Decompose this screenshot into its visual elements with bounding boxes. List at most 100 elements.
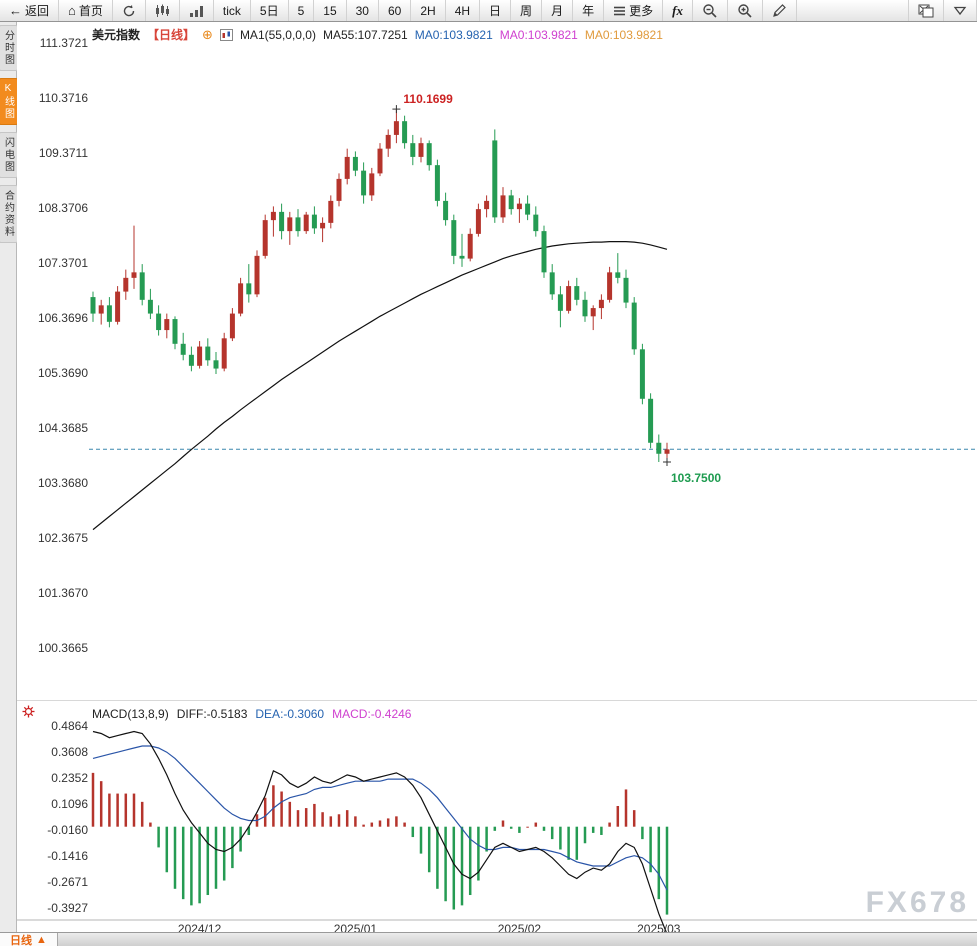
- hamburger-icon: [614, 6, 626, 15]
- period-5min[interactable]: 5: [289, 0, 315, 21]
- svg-text:111.3721: 111.3721: [40, 36, 89, 50]
- svg-text:103.3680: 103.3680: [38, 476, 88, 490]
- back-button[interactable]: ← 返回: [0, 0, 60, 21]
- kline-chart-button[interactable]: [146, 0, 180, 21]
- macd-value: MACD:-0.4246: [332, 707, 412, 721]
- svg-text:-0.2671: -0.2671: [47, 875, 88, 889]
- svg-text:109.3711: 109.3711: [39, 146, 88, 160]
- period-label: 月: [551, 4, 564, 18]
- period-year[interactable]: 年: [573, 0, 605, 21]
- pencil-icon: [773, 3, 786, 17]
- home-button[interactable]: ⌂ 首页: [59, 0, 113, 21]
- sidebar-item-lightning-chart[interactable]: 闪电图: [0, 132, 18, 178]
- svg-text:0.2352: 0.2352: [51, 771, 88, 785]
- sidebar-item-label: 闪电图: [2, 137, 14, 173]
- period-4h[interactable]: 4H: [446, 0, 481, 21]
- period-label: 年: [582, 4, 595, 18]
- period-month[interactable]: 月: [542, 0, 574, 21]
- svg-text:-0.1416: -0.1416: [47, 849, 88, 863]
- svg-text:105.3690: 105.3690: [38, 366, 88, 380]
- period-15min[interactable]: 15: [314, 0, 347, 21]
- period-label: 5: [297, 3, 305, 18]
- window-restore-button[interactable]: [908, 0, 944, 21]
- period-label: 5日: [259, 4, 279, 18]
- bottom-tab-daily[interactable]: 日线 ▲: [0, 933, 58, 947]
- back-arrow-icon: ←: [9, 3, 22, 18]
- high-annotation: 110.1699: [403, 92, 453, 106]
- window-restore-icon: [918, 4, 934, 17]
- candles-layer: [90, 109, 670, 463]
- sidebar-item-contract-info[interactable]: 合约资料: [0, 185, 18, 243]
- period-60min[interactable]: 60: [379, 0, 412, 21]
- kline-chart-icon: [155, 4, 169, 17]
- main-chart-header: 美元指数 【日线】 ⊕ MA1(55,0,0,0) MA55:107.7251 …: [92, 26, 663, 43]
- zoom-in-icon: [738, 4, 752, 18]
- svg-text:104.3685: 104.3685: [38, 421, 88, 435]
- svg-text:110.3716: 110.3716: [39, 91, 88, 105]
- svg-text:108.3706: 108.3706: [38, 201, 88, 215]
- sidebar-item-label: 合约资料: [2, 190, 14, 238]
- collapse-toolbar-button[interactable]: [944, 0, 977, 21]
- period-tick[interactable]: tick: [214, 0, 251, 21]
- main-candlestick-chart[interactable]: 111.3721 110.3716 109.3711 108.3706 107.3701…: [17, 22, 977, 700]
- period-label: 日: [489, 4, 502, 18]
- period-5day[interactable]: 5日: [251, 0, 289, 21]
- bottom-bar: 日线 ▲: [0, 932, 977, 947]
- period-day[interactable]: 日: [480, 0, 512, 21]
- period-label: 30: [355, 3, 369, 18]
- period-label: 4H: [454, 3, 471, 18]
- more-label: 更多: [629, 4, 654, 18]
- home-label: 首页: [78, 4, 103, 18]
- refresh-button[interactable]: [113, 0, 146, 21]
- toolbar: ← 返回 ⌂ 首页 tick 5日 5 15 30 60 2H 4H 日 周 月…: [0, 0, 977, 22]
- chevron-down-icon: [953, 6, 967, 16]
- period-label: 2H: [420, 3, 436, 18]
- symbol-name: 美元指数: [92, 28, 141, 42]
- home-icon: ⌂: [68, 3, 76, 18]
- period-label: 周: [520, 4, 533, 18]
- triangle-up-icon: ▲: [36, 933, 47, 946]
- indicator-add-icon[interactable]: ⊕: [202, 26, 213, 42]
- period-label: 15: [323, 3, 337, 18]
- ma0-value-blue: MA0:103.9821: [414, 27, 493, 42]
- zoom-out-button[interactable]: [693, 0, 728, 21]
- macd-histogram: [91, 772, 669, 915]
- more-button[interactable]: 更多: [604, 0, 664, 21]
- dea-line: [92, 745, 668, 891]
- svg-text:0.4864: 0.4864: [51, 719, 88, 733]
- macd-chart[interactable]: 0.4864 0.3608 0.2352 0.1096 -0.0160 -0.1416 -0…: [17, 700, 977, 946]
- zoom-out-icon: [703, 4, 717, 18]
- chart-type-sidebar: 分时图 K线图 闪电图 合约资料: [0, 22, 18, 932]
- diff-line: [92, 730, 668, 935]
- period-tag: 【日线】: [147, 28, 196, 42]
- period-week[interactable]: 周: [511, 0, 543, 21]
- zoom-in-button[interactable]: [728, 0, 763, 21]
- gear-icon: [22, 705, 35, 718]
- bottom-tab-label: 日线: [10, 934, 32, 947]
- back-label: 返回: [25, 4, 50, 18]
- low-annotation: 103.7500: [671, 471, 721, 485]
- macd-params: MACD(13,8,9): [92, 707, 169, 721]
- chart-area: 美元指数 【日线】 ⊕ MA1(55,0,0,0) MA55:107.7251 …: [17, 22, 977, 946]
- indicator-fx-button[interactable]: fx: [663, 0, 693, 21]
- ma55-value: MA55:107.7251: [322, 27, 408, 42]
- svg-text:0.3608: 0.3608: [51, 745, 88, 759]
- toolbar-spacer: [797, 0, 908, 21]
- ma1-params: MA1(55,0,0,0): [239, 27, 316, 42]
- volume-chart-button[interactable]: [180, 0, 214, 21]
- period-2h[interactable]: 2H: [411, 0, 446, 21]
- fx-icon: fx: [672, 2, 683, 18]
- sidebar-item-kline-chart[interactable]: K线图: [0, 78, 18, 125]
- draw-button[interactable]: [763, 0, 797, 21]
- period-30min[interactable]: 30: [347, 0, 379, 21]
- svg-text:-0.0160: -0.0160: [47, 823, 88, 837]
- macd-settings-button[interactable]: [22, 705, 35, 723]
- sidebar-item-label: 分时图: [2, 30, 14, 66]
- macd-header: MACD(13,8,9) DIFF:-0.5183 DEA:-0.3060 MA…: [92, 707, 411, 721]
- ma-settings-icon[interactable]: [219, 28, 233, 41]
- volume-chart-icon: [189, 5, 203, 17]
- svg-text:-0.3927: -0.3927: [47, 901, 88, 915]
- svg-text:100.3665: 100.3665: [38, 641, 88, 655]
- sidebar-item-time-chart[interactable]: 分时图: [0, 25, 18, 71]
- svg-text:106.3696: 106.3696: [38, 311, 88, 325]
